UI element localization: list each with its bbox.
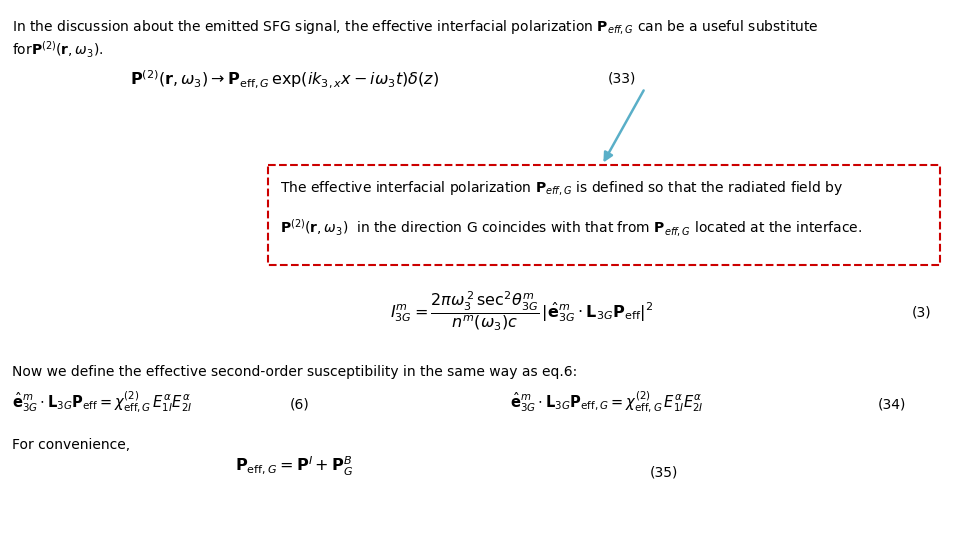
Text: The effective interfacial polarization $\mathbf{P}_{eff,G}$ is defined so that t: The effective interfacial polarization $…	[280, 179, 843, 197]
Text: for$\mathbf{P}^{(2)}(\mathbf{r},\omega_3)$.: for$\mathbf{P}^{(2)}(\mathbf{r},\omega_3…	[12, 40, 104, 60]
Text: $\mathbf{P}_{\mathrm{eff},G} = \mathbf{P}^I + \mathbf{P}^B_G$: $\mathbf{P}_{\mathrm{eff},G} = \mathbf{P…	[235, 455, 353, 478]
Text: (33): (33)	[608, 72, 636, 86]
Text: $\hat{\mathbf{e}}^m_{3G}\cdot\mathbf{L}_{3G}\mathbf{P}_{\mathrm{eff}} = \chi^{(2: $\hat{\mathbf{e}}^m_{3G}\cdot\mathbf{L}_…	[12, 390, 192, 415]
Text: (35): (35)	[650, 465, 679, 479]
Text: $\hat{\mathbf{e}}^m_{3G}\cdot\mathbf{L}_{3G}\mathbf{P}_{\mathrm{eff},G} = \chi^{: $\hat{\mathbf{e}}^m_{3G}\cdot\mathbf{L}_…	[510, 390, 704, 415]
Text: Now we define the effective second-order susceptibility in the same way as eq.6:: Now we define the effective second-order…	[12, 365, 577, 379]
Text: In the discussion about the emitted SFG signal, the effective interfacial polari: In the discussion about the emitted SFG …	[12, 18, 819, 36]
Text: $\mathbf{P}^{(2)}(\mathbf{r}, \omega_3) \rightarrow \mathbf{P}_{\mathrm{eff},G}\: $\mathbf{P}^{(2)}(\mathbf{r}, \omega_3) …	[130, 68, 440, 90]
Text: $\mathbf{P}^{(2)}(\mathbf{r},\omega_3)$  in the direction G coincides with that : $\mathbf{P}^{(2)}(\mathbf{r},\omega_3)$ …	[280, 217, 862, 238]
Text: $I^m_{3G} = \dfrac{2\pi\omega_3^{\,2}\, \mathrm{sec}^2\theta^m_{3G}}{n^m(\omega_: $I^m_{3G} = \dfrac{2\pi\omega_3^{\,2}\, …	[390, 290, 653, 333]
Text: For convenience,: For convenience,	[12, 438, 131, 452]
FancyBboxPatch shape	[268, 165, 940, 265]
Text: (3): (3)	[912, 305, 931, 319]
Text: (6): (6)	[290, 398, 310, 412]
Text: (34): (34)	[878, 398, 906, 412]
